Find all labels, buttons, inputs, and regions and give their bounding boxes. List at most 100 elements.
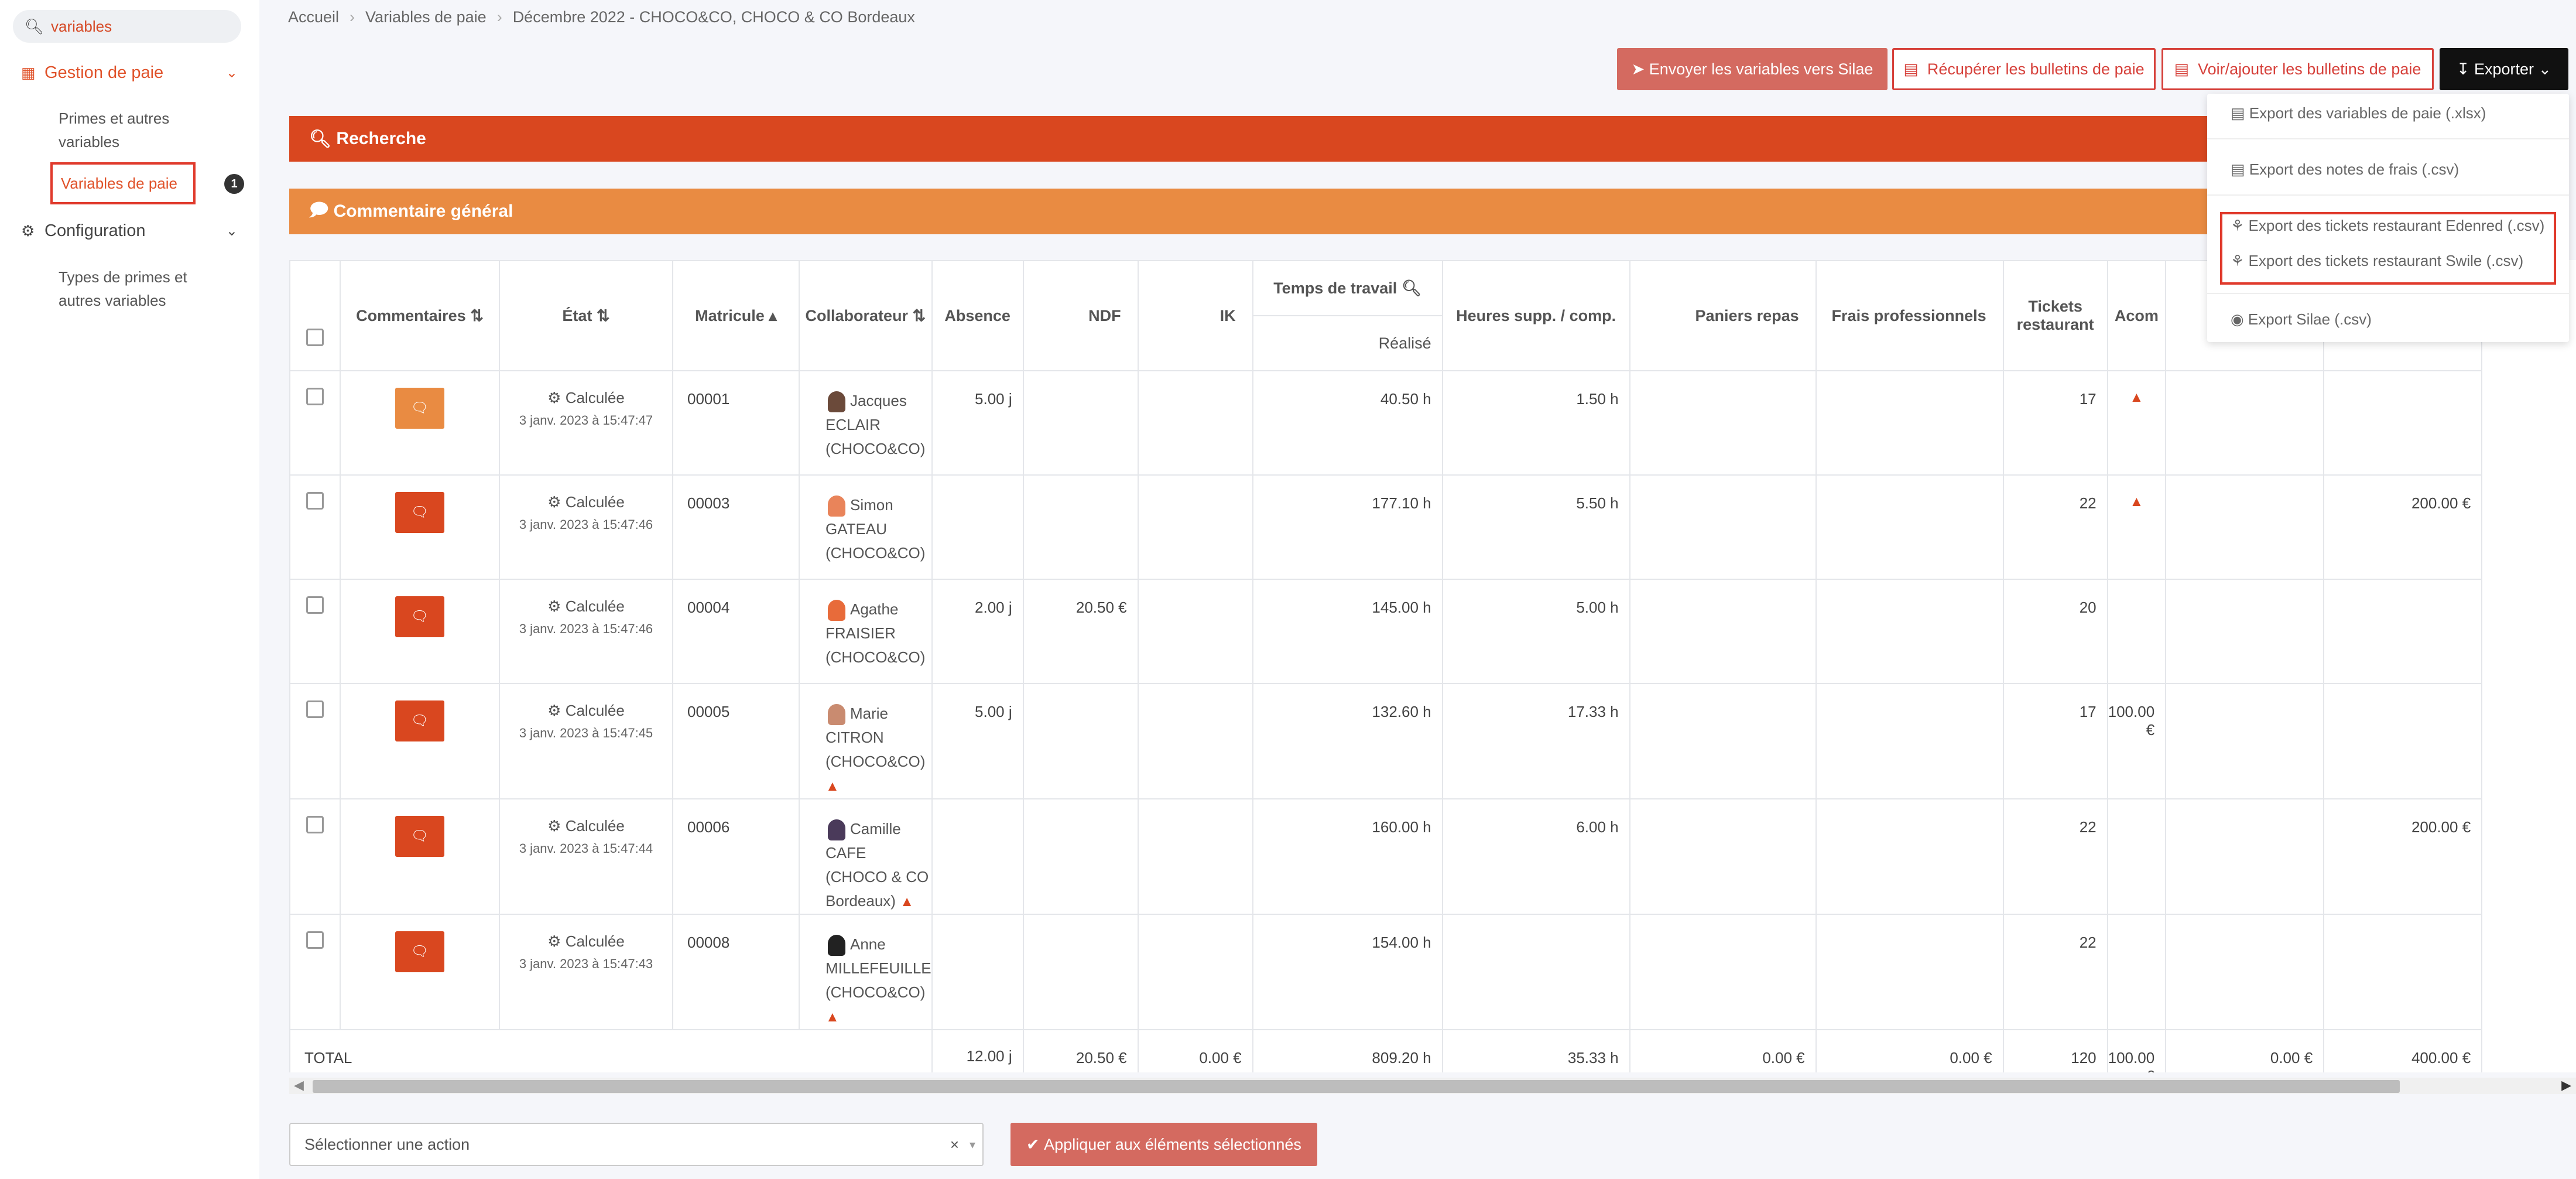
collab-cell[interactable]: Simon GATEAU (CHOCO&CO): [799, 474, 933, 580]
row-checkbox[interactable]: [306, 931, 324, 949]
collab-cell[interactable]: Agathe FRAISIER (CHOCO&CO): [799, 579, 933, 684]
chevron-down-icon: ⌄: [225, 65, 238, 81]
utensils-icon: ⚘: [2231, 217, 2249, 234]
matricule-cell: 00003: [672, 474, 800, 580]
row-checkbox[interactable]: [306, 492, 324, 510]
comment-cell: 🗨︎: [340, 914, 500, 1030]
hs-cell: 5.00 h: [1441, 579, 1630, 684]
frais-cell: [1815, 579, 2004, 684]
send-to-silae-button[interactable]: ➤ Envoyer les variables vers Silae: [1617, 48, 1888, 90]
col-header-temps-travail[interactable]: Temps de travail 🔍︎: [1252, 260, 1443, 316]
highlight-box: [2220, 212, 2556, 285]
col-header-matricule[interactable]: Matricule ▴: [672, 260, 800, 371]
menu-item-export-edenred[interactable]: ⚘ Export des tickets restaurant Edenred …: [2231, 217, 2545, 234]
row-checkbox[interactable]: [306, 596, 324, 614]
row-checkbox[interactable]: [306, 816, 324, 833]
comment-button[interactable]: 🗨︎: [395, 492, 444, 533]
tickets-cell: 22: [2002, 798, 2108, 915]
sidebar-item-types-de-primes[interactable]: Types de primes et autres variables: [59, 268, 187, 309]
sidebar-item-variables-de-paie[interactable]: Variables de paie: [50, 162, 196, 204]
hs-cell: [1441, 914, 1630, 1030]
breadcrumb-item[interactable]: Accueil: [288, 8, 340, 26]
paniers-cell: [1629, 798, 1817, 915]
col-header-collab[interactable]: Collaborateur ⇅: [799, 260, 933, 371]
hs-cell: 6.00 h: [1441, 798, 1630, 915]
ik-cell: [1137, 370, 1253, 476]
realise-cell: 40.50 h: [1252, 370, 1443, 476]
file-excel-icon: ▤: [2231, 104, 2249, 122]
menu-item-export-swile[interactable]: ⚘ Export des tickets restaurant Swile (.…: [2231, 252, 2524, 269]
export-button[interactable]: ↧ Exporter ⌄: [2440, 48, 2568, 90]
comment-cell: 🗨︎: [340, 370, 500, 476]
tickets-cell: 17: [2002, 370, 2108, 476]
sidebar-item-primes[interactable]: Primes et autres variables: [59, 110, 170, 151]
ik-cell: [1137, 914, 1253, 1030]
menu-item-export-variables[interactable]: ▤ Export des variables de paie (.xlsx): [2231, 104, 2486, 122]
action-select[interactable]: Sélectionner une action × ▾: [289, 1123, 984, 1166]
comment-button[interactable]: 🗨︎: [395, 816, 444, 857]
search-panel-header[interactable]: 🔍︎ Recherche: [289, 116, 2280, 162]
select-all-checkbox[interactable]: [306, 329, 324, 346]
frais-cell: [1815, 474, 2004, 580]
breadcrumb-item[interactable]: Variables de paie: [365, 8, 487, 26]
utensils-icon: ⚘: [2231, 252, 2249, 269]
sidebar-group-gestion-de-paie[interactable]: ▦ Gestion de paie ⌄: [21, 63, 238, 82]
total-frais: 0.00 €: [1815, 1029, 2004, 1072]
cell: [2165, 683, 2325, 799]
cell: [2323, 579, 2483, 684]
search-icon: 🔍︎: [25, 17, 44, 35]
menu-item-export-ndf[interactable]: ▤ Export des notes de frais (.csv): [2231, 160, 2459, 178]
scroll-left-icon[interactable]: ◀: [294, 1078, 304, 1092]
calculator-icon: ▦: [21, 64, 36, 81]
realise-cell: 145.00 h: [1252, 579, 1443, 684]
realise-cell: 132.60 h: [1252, 683, 1443, 799]
collab-cell[interactable]: Marie CITRON (CHOCO&CO) ▲: [799, 683, 933, 799]
general-comment-panel-header[interactable]: 🗩︎ Commentaire général: [289, 189, 2280, 234]
collab-cell[interactable]: Anne MILLEFEUILLE (CHOCO&CO) ▲: [799, 914, 933, 1030]
col-header-paniers: Paniers repas: [1629, 260, 1817, 371]
warning-icon: ▲: [2129, 389, 2144, 405]
acompte-cell: [2106, 914, 2167, 1030]
col-header-comments[interactable]: Commentaires ⇅: [340, 260, 500, 371]
col-header-frais: Frais professionnels: [1815, 260, 2004, 371]
gears-icon: ⚙: [547, 702, 561, 719]
view-payslips-button[interactable]: ▤ Voir/ajouter les bulletins de paie: [2161, 48, 2434, 90]
sidebar-search-input[interactable]: 🔍︎ variables: [13, 10, 241, 43]
row-select-cell: [289, 683, 341, 799]
sidebar-group-configuration[interactable]: ⚙ Configuration ⌄: [21, 221, 238, 240]
matricule-cell: 00005: [672, 683, 800, 799]
collab-cell[interactable]: Jacques ECLAIR (CHOCO&CO): [799, 370, 933, 476]
collab-cell[interactable]: Camille CAFE (CHOCO & CO Bordeaux) ▲: [799, 798, 933, 915]
cell: [2165, 370, 2325, 476]
row-checkbox[interactable]: [306, 388, 324, 405]
comment-button[interactable]: 🗨︎: [395, 700, 444, 741]
row-checkbox[interactable]: [306, 700, 324, 718]
state-cell: ⚙ Calculée 3 janv. 2023 à 15:47:47: [499, 370, 673, 476]
cell: [2323, 914, 2483, 1030]
warning-icon: ▲: [825, 778, 840, 794]
col-header-ndf: NDF: [1022, 260, 1139, 371]
divider: [2207, 138, 2569, 139]
scrollbar-thumb[interactable]: [313, 1080, 2400, 1093]
clear-icon[interactable]: ×: [950, 1135, 959, 1153]
comment-button[interactable]: 🗨︎: [395, 931, 444, 972]
total-label: TOTAL: [289, 1029, 933, 1072]
search-plus-icon: 🔍︎: [1401, 279, 1422, 297]
get-payslips-button[interactable]: ▤ Récupérer les bulletins de paie: [1892, 48, 2156, 90]
comment-button[interactable]: 🗨︎: [395, 388, 444, 429]
cell: 200.00 €: [2323, 798, 2483, 915]
total-tickets: 120: [2002, 1029, 2108, 1072]
paniers-cell: [1629, 683, 1817, 799]
ik-cell: [1137, 798, 1253, 915]
avatar: [828, 819, 845, 840]
comment-button[interactable]: 🗨︎: [395, 596, 444, 637]
row-select-cell: [289, 474, 341, 580]
scroll-right-icon[interactable]: ▶: [2561, 1078, 2571, 1092]
col-header-state[interactable]: État ⇅: [499, 260, 673, 371]
horizontal-scrollbar[interactable]: ◀ ▶: [289, 1078, 2576, 1094]
total-ik: 0.00 €: [1137, 1029, 1253, 1072]
comment-icon: 🗩︎: [309, 200, 334, 220]
menu-item-export-silae[interactable]: ◉ Export Silae (.csv): [2231, 310, 2372, 328]
apply-button[interactable]: ✔ Appliquer aux éléments sélectionnés: [1010, 1123, 1317, 1166]
cell: [2165, 579, 2325, 684]
